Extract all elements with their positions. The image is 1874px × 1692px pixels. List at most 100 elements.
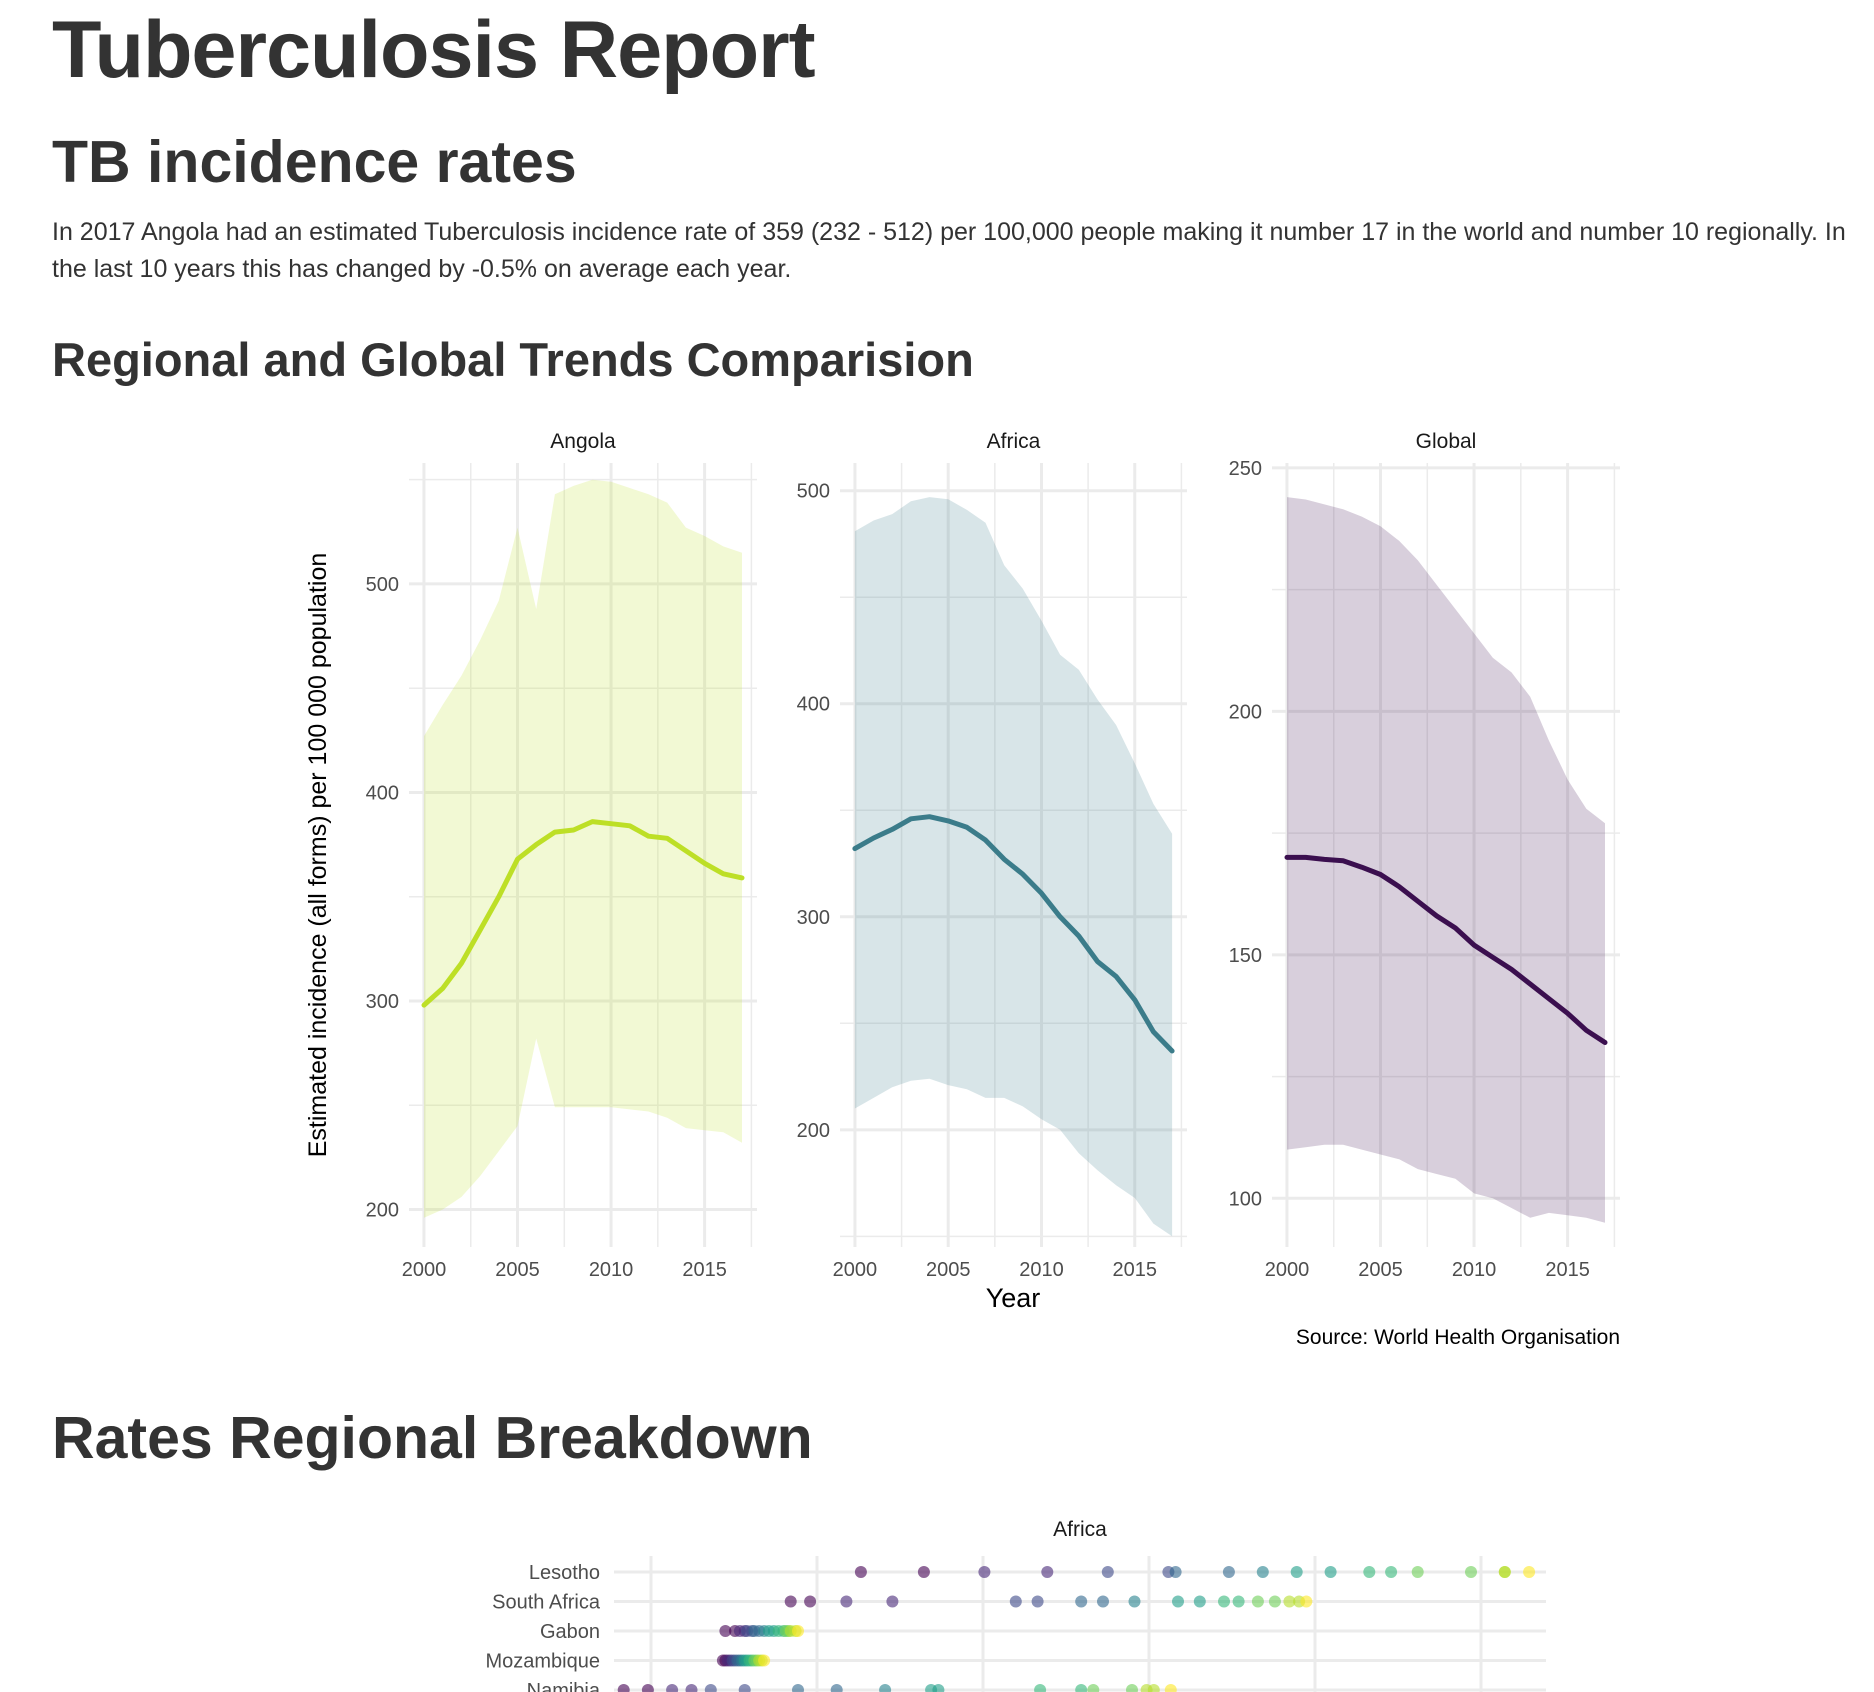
data-point [641,1684,654,1692]
incidence-line [421,819,745,1008]
y-tick-label: 500 [797,481,830,503]
data-point [1268,1595,1281,1608]
data-point [1172,1595,1184,1608]
data-point [1128,1595,1141,1608]
x-tick-label: 2015 [682,1259,727,1281]
data-point [1126,1684,1138,1692]
y-axis-title: Estimated incidence (all forms) per 100 … [304,553,332,1158]
x-tick-label: 2010 [1452,1259,1497,1281]
data-point [1075,1684,1088,1692]
data-point [758,1654,771,1667]
data-point [704,1684,717,1692]
data-point [1498,1566,1511,1578]
y-tick-label: 150 [1229,945,1262,967]
x-tick-label: 2005 [926,1259,971,1281]
data-point [1034,1684,1047,1692]
data-point [1300,1595,1313,1608]
data-point [1193,1595,1206,1608]
data-point [792,1684,804,1692]
facet-title: Global [1416,430,1477,453]
data-point [830,1684,843,1692]
y-tick-label: 200 [1229,701,1262,723]
data-point [879,1684,892,1692]
y-tick-label: 500 [366,574,399,596]
data-point [1251,1595,1264,1608]
data-point [1222,1566,1235,1578]
report-title: Tuberculosis Report [52,5,816,95]
y-tick-label: 400 [797,694,830,716]
data-point [1147,1684,1160,1692]
data-point [886,1595,899,1608]
data-point [1465,1566,1477,1578]
data-point [1087,1684,1100,1692]
data-point [1075,1595,1088,1608]
data-point [1324,1566,1337,1578]
data-point [1256,1566,1269,1578]
data-point [738,1684,751,1692]
y-tick-label: 300 [366,991,399,1013]
x-tick-label: 2005 [1358,1259,1403,1281]
data-point [617,1684,630,1692]
data-point [1523,1566,1536,1578]
facet-title: Africa [987,430,1041,453]
x-tick-label: 2010 [589,1259,634,1281]
section-heading-breakdown: Rates Regional Breakdown [52,1405,813,1471]
data-point [1218,1595,1230,1608]
x-tick-label: 2015 [1545,1259,1590,1281]
section-heading-trends: Regional and Global Trends Comparision [52,333,974,386]
x-tick-label: 2015 [1113,1259,1158,1281]
x-tick-label: 2000 [833,1259,878,1281]
uncertainty-band [424,479,742,1218]
incidence-line [1284,854,1608,1045]
data-point [1232,1595,1245,1608]
data-point [1385,1566,1398,1578]
x-tick-label: 2000 [402,1259,447,1281]
data-point [854,1566,867,1578]
uncertainty-band [1287,497,1605,1223]
data-point [1031,1595,1044,1608]
data-point [917,1566,930,1578]
category-label: Gabon [540,1621,600,1643]
data-point [1283,1595,1296,1608]
data-point [1363,1566,1376,1578]
section-heading-incidence: TB incidence rates [52,129,577,195]
data-point [792,1625,804,1637]
y-tick-label: 100 [1229,1188,1262,1210]
data-point [932,1684,945,1692]
data-point [840,1595,853,1608]
category-label: Lesotho [529,1562,600,1584]
facet-angola [409,463,757,1247]
intro-paragraph: In 2017 Angola had an estimated Tubercul… [52,218,1846,283]
data-point [1097,1595,1109,1608]
y-tick-label: 200 [366,1199,399,1221]
y-tick-label: 400 [366,782,399,804]
x-tick-label: 2005 [495,1259,540,1281]
data-point [784,1595,797,1608]
breakdown-facet-title: Africa [1053,1518,1107,1541]
facet-africa [840,463,1187,1247]
category-label: South Africa [492,1592,601,1614]
x-tick-label: 2000 [1265,1259,1310,1281]
data-point [1101,1566,1114,1578]
chart-caption: Source: World Health Organisation [1296,1326,1620,1349]
data-point [666,1684,679,1692]
data-point [1164,1684,1177,1692]
data-point [719,1625,732,1637]
facet-title: Angola [550,430,616,453]
x-axis-title: Year [986,1283,1041,1313]
data-point [978,1566,991,1578]
category-label: Namibia [527,1680,601,1692]
y-tick-label: 300 [797,907,830,929]
data-point [1290,1566,1303,1578]
data-point [1169,1566,1182,1578]
facet-global [1272,463,1620,1247]
y-tick-label: 200 [797,1120,830,1142]
data-point [1009,1595,1022,1608]
data-point [804,1595,817,1608]
data-point [685,1684,698,1692]
data-point [1411,1566,1424,1578]
category-label: Mozambique [485,1651,600,1673]
x-tick-label: 2010 [1019,1259,1064,1281]
data-point [1041,1566,1054,1578]
